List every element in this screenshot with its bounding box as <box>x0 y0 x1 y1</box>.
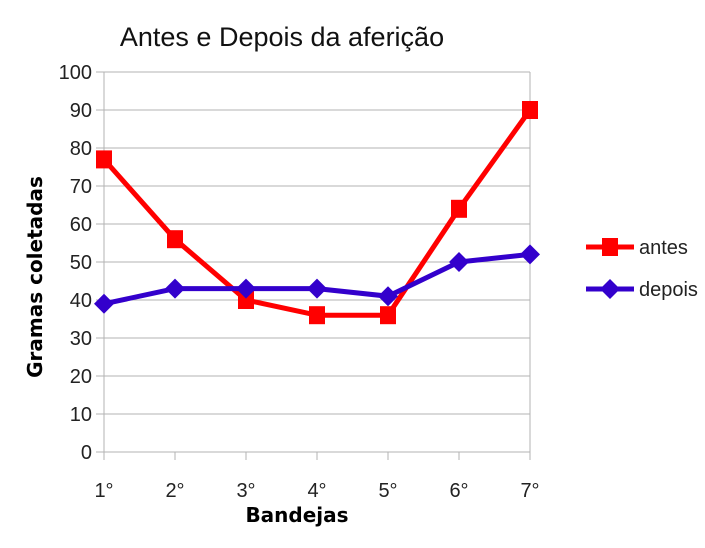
legend-label-depois: depois <box>639 279 698 301</box>
data-point-depois <box>520 244 540 265</box>
y-tick-label: 90 <box>70 100 92 122</box>
series-depois <box>94 244 540 314</box>
data-point-depois <box>165 278 185 299</box>
data-point-antes <box>380 306 396 325</box>
data-point-depois <box>378 286 398 307</box>
x-axis-label: Bandejas <box>245 503 348 527</box>
x-tick-label: 6° <box>449 480 468 502</box>
y-tick-label: 70 <box>70 176 92 198</box>
data-point-depois <box>94 293 114 314</box>
x-tick-label: 1° <box>94 480 113 502</box>
data-point-antes <box>238 291 254 309</box>
data-point-depois <box>307 278 327 299</box>
y-tick-label: 0 <box>81 442 92 464</box>
legend-label-antes: antes <box>639 237 688 259</box>
y-tick-label: 80 <box>70 138 92 160</box>
legend: antes depois <box>586 237 698 301</box>
y-tick-label: 20 <box>70 366 92 388</box>
legend-marker-depois <box>600 279 620 299</box>
data-point-antes <box>309 306 325 325</box>
y-tick-label: 40 <box>70 290 92 312</box>
x-tick-label: 7° <box>520 480 539 502</box>
series-antes <box>96 101 538 325</box>
x-tick-label: 4° <box>307 480 326 502</box>
y-tick-label: 60 <box>70 214 92 236</box>
y-axis-ticks: 0 10 20 30 40 50 60 70 80 90 100 <box>59 62 92 464</box>
data-point-antes <box>522 101 538 119</box>
x-tick-label: 5° <box>378 480 397 502</box>
y-axis-label: Gramas coletadas <box>23 176 47 378</box>
data-point-antes <box>451 199 467 218</box>
y-tick-label: 50 <box>70 252 92 274</box>
x-axis-ticks: 1° 2° 3° 4° 5° 6° 7° <box>94 480 539 502</box>
data-point-depois <box>449 252 469 272</box>
y-tick-label: 100 <box>59 62 92 84</box>
data-point-depois <box>236 278 256 299</box>
x-tick-label: 3° <box>236 480 255 502</box>
data-point-antes <box>96 150 112 169</box>
x-tick-label: 2° <box>165 480 184 502</box>
legend-marker-antes <box>602 238 618 256</box>
y-tick-label: 10 <box>70 404 92 426</box>
series-group <box>94 101 540 325</box>
data-point-antes <box>167 230 183 249</box>
y-tick-label: 30 <box>70 328 92 350</box>
chart-title: Antes e Depois da aferição <box>120 22 444 52</box>
